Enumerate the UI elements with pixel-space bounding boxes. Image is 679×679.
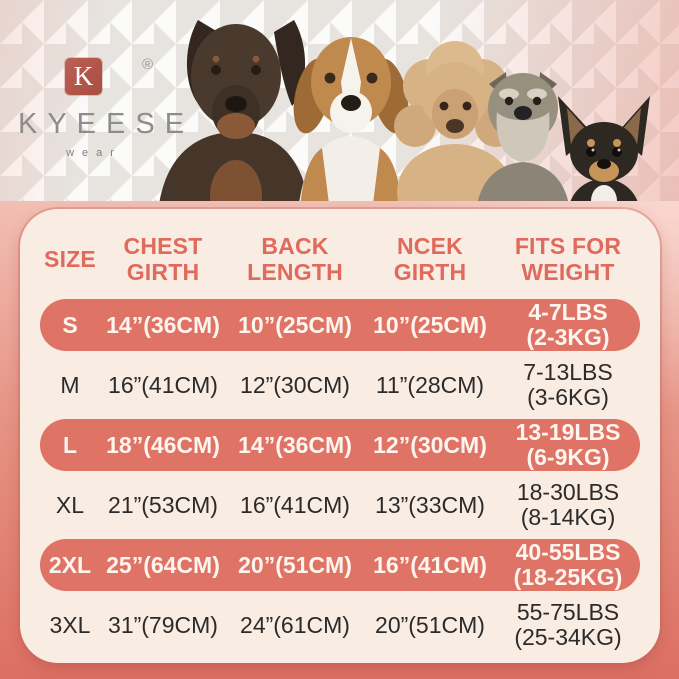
header-neck-girth: NCEK GIRTH [393, 233, 467, 285]
table-row-s: S 14”(36CM) 10”(25CM) 10”(25CM) 4-7LBS (… [40, 299, 640, 351]
brand-logo-mark: K [65, 58, 102, 95]
registered-trademark-symbol: ® [142, 56, 154, 73]
dog-poodle-illustration [394, 41, 517, 212]
table-row-xl: XL 21”(53CM) 16”(41CM) 13”(33CM) 18-30LB… [40, 479, 640, 531]
cell-back: 16”(41CM) [240, 491, 350, 518]
cell-neck: 11”(28CM) [375, 371, 485, 398]
cell-back: 24”(61CM) [240, 611, 350, 638]
cell-weight: 18-30LBS (8-14KG) [516, 479, 620, 530]
header-fits-for-weight: FITS FOR WEIGHT [514, 233, 622, 285]
cell-weight: 7-13LBS (3-6KG) [523, 359, 613, 410]
brand-name: KYEESE [18, 108, 195, 140]
dog-schnauzer-illustration [476, 72, 570, 212]
cell-back: 20”(51CM) [238, 551, 352, 578]
table-header-row: SIZE CHEST GIRTH BACK LENGTH NCEK GIRTH … [40, 225, 640, 295]
top-banner: K ® KYEESE wear [0, 0, 679, 212]
header-chest-girth: CHEST GIRTH [123, 233, 203, 285]
cell-back: 14”(36CM) [238, 431, 352, 458]
cell-neck: 16”(41CM) [373, 551, 487, 578]
dog-chihuahua-illustration [558, 96, 650, 212]
cell-size: XL [55, 491, 85, 518]
brand-logo: K ® KYEESE wear [8, 56, 195, 159]
size-chart-table: SIZE CHEST GIRTH BACK LENGTH NCEK GIRTH … [20, 209, 660, 663]
header-size: SIZE [44, 246, 96, 273]
cell-size: 2XL [48, 551, 92, 578]
cell-neck: 10”(25CM) [373, 311, 487, 338]
cell-chest: 16”(41CM) [108, 371, 218, 398]
table-row-m: M 16”(41CM) 12”(30CM) 11”(28CM) 7-13LBS … [40, 359, 640, 411]
brand-subtitle: wear [66, 147, 122, 159]
dog-doberman-illustration [158, 20, 310, 212]
cell-back: 12”(30CM) [240, 371, 350, 398]
cell-size: M [60, 371, 80, 398]
cell-chest: 14”(36CM) [106, 311, 220, 338]
cell-chest: 25”(64CM) [106, 551, 220, 578]
size-chart-section: SIZE CHEST GIRTH BACK LENGTH NCEK GIRTH … [0, 201, 679, 679]
cell-back: 10”(25CM) [238, 311, 352, 338]
brand-logo-letter: K [73, 61, 94, 91]
cell-weight: 40-55LBS (18-25KG) [513, 539, 623, 590]
cell-weight: 55-75LBS (25-34KG) [514, 599, 622, 650]
cell-neck: 13”(33CM) [375, 491, 485, 518]
table-row-3xl: 3XL 31”(79CM) 24”(61CM) 20”(51CM) 55-75L… [40, 599, 640, 651]
table-row-2xl: 2XL 25”(64CM) 20”(51CM) 16”(41CM) 40-55L… [40, 539, 640, 591]
cell-size: 3XL [49, 611, 91, 638]
cell-weight: 13-19LBS (6-9KG) [515, 419, 621, 470]
brand-logo-mark-row: K ® [8, 56, 172, 100]
header-back-length: BACK LENGTH [247, 233, 343, 285]
table-body: S 14”(36CM) 10”(25CM) 10”(25CM) 4-7LBS (… [40, 299, 640, 651]
cell-chest: 21”(53CM) [108, 491, 218, 518]
cell-chest: 31”(79CM) [108, 611, 218, 638]
cell-weight: 4-7LBS (2-3KG) [526, 299, 610, 350]
cell-size: S [62, 311, 78, 338]
cell-size: L [62, 431, 78, 458]
cell-neck: 20”(51CM) [375, 611, 485, 638]
dogs-illustration [158, 20, 650, 212]
cell-chest: 18”(46CM) [106, 431, 220, 458]
cell-neck: 12”(30CM) [373, 431, 487, 458]
table-row-l: L 18”(46CM) 14”(36CM) 12”(30CM) 13-19LBS… [40, 419, 640, 471]
dog-beagle-illustration [293, 37, 409, 212]
